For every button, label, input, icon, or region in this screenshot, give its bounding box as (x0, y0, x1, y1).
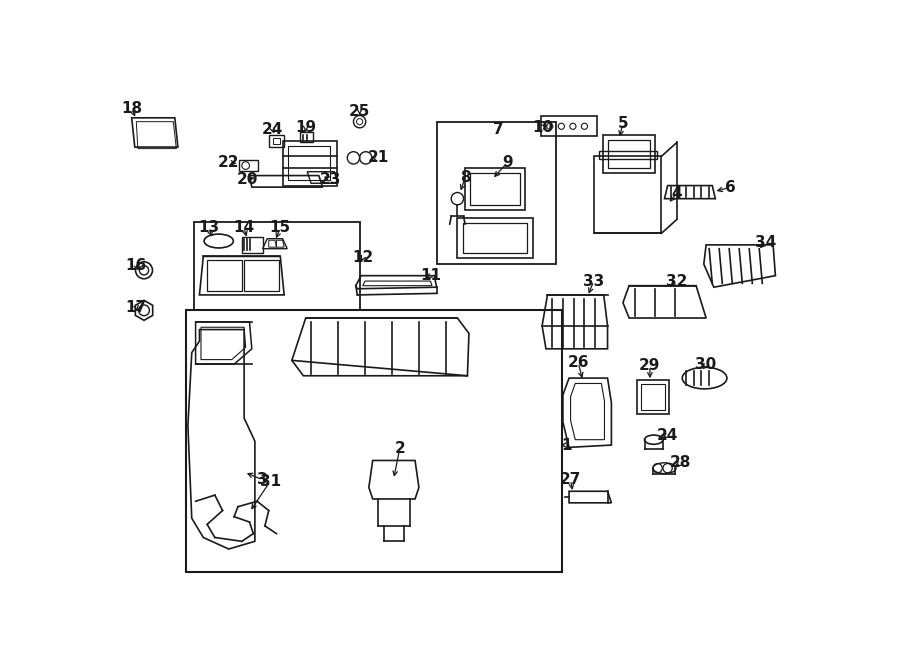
Bar (194, 222, 360, 310)
Text: 34: 34 (755, 235, 776, 250)
Bar (471, 173, 520, 205)
Text: 28: 28 (670, 455, 691, 470)
Bar (283, 141, 337, 186)
Text: 15: 15 (270, 220, 291, 235)
Text: 3: 3 (257, 472, 268, 487)
Bar (239, 160, 258, 171)
Bar (637, 379, 670, 414)
Text: 27: 27 (560, 472, 581, 487)
Text: 14: 14 (233, 220, 255, 235)
Bar (269, 135, 284, 147)
Text: 32: 32 (666, 274, 688, 289)
Text: 1: 1 (562, 438, 572, 453)
Bar (599, 151, 657, 159)
Text: 31: 31 (260, 474, 281, 488)
Text: 30: 30 (696, 357, 716, 371)
Bar (642, 384, 664, 410)
Text: 23: 23 (320, 172, 341, 187)
Text: 17: 17 (126, 299, 147, 315)
Text: 25: 25 (349, 104, 370, 119)
Text: 26: 26 (568, 355, 589, 370)
Text: 5: 5 (617, 116, 628, 131)
Text: 11: 11 (420, 268, 441, 283)
Bar (457, 218, 533, 258)
Bar (186, 310, 562, 572)
Text: 24: 24 (262, 122, 284, 137)
Text: 19: 19 (295, 120, 316, 135)
Text: 13: 13 (198, 220, 220, 235)
Text: 6: 6 (725, 180, 736, 194)
Text: 12: 12 (352, 251, 374, 266)
Bar (288, 145, 330, 180)
Text: 29: 29 (639, 358, 661, 373)
Text: 10: 10 (532, 120, 554, 135)
Bar (465, 168, 526, 210)
Bar (273, 138, 280, 144)
Text: 9: 9 (502, 155, 513, 170)
Text: 18: 18 (122, 101, 142, 116)
Text: 7: 7 (493, 122, 503, 137)
Text: 16: 16 (126, 258, 147, 273)
Text: 4: 4 (671, 186, 682, 201)
Text: 21: 21 (367, 150, 389, 165)
Text: 8: 8 (460, 171, 471, 185)
Text: 24: 24 (657, 428, 679, 443)
Bar (603, 135, 655, 173)
Text: 33: 33 (583, 274, 604, 289)
Bar (300, 132, 313, 143)
Text: 22: 22 (218, 155, 239, 170)
Bar (463, 223, 527, 253)
Bar (608, 140, 650, 168)
Bar (594, 156, 662, 233)
Bar (541, 116, 597, 136)
Bar (242, 237, 264, 253)
Text: 20: 20 (237, 172, 258, 187)
Text: 2: 2 (394, 442, 405, 456)
Bar (436, 122, 556, 264)
